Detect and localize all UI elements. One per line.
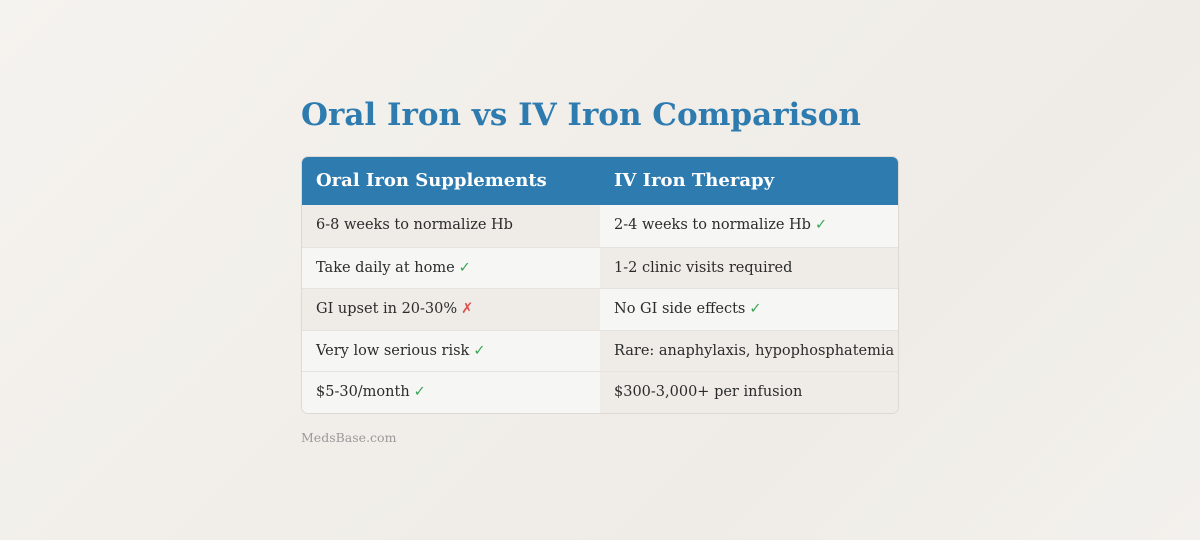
comparison-container: Oral Iron vs IV Iron Comparison Oral Iro… xyxy=(301,92,899,445)
cell-text: Very low serious risk xyxy=(316,342,470,359)
cell-oral-iron: 6-8 weeks to normalize Hb xyxy=(302,205,600,247)
cell-iv-iron: 2-4 weeks to normalize Hb ✓ xyxy=(600,205,898,247)
cell-text: Rare: anaphylaxis, hypophosphatemia xyxy=(614,342,895,359)
page-title: Oral Iron vs IV Iron Comparison xyxy=(301,97,861,133)
check-mark-icon: ✓ xyxy=(413,384,426,400)
cell-text: $5-30/month xyxy=(316,384,410,400)
source-footer: MedsBase.com xyxy=(301,429,397,445)
table-header: Oral Iron Supplements IV Iron Therapy xyxy=(302,157,898,205)
header-iv-iron: IV Iron Therapy xyxy=(614,170,775,191)
check-mark-icon: ✓ xyxy=(814,217,828,233)
cell-oral-iron: Very low serious risk ✓ xyxy=(302,329,600,371)
cell-text: 6-8 weeks to normalize Hb xyxy=(316,217,513,233)
cell-text: No GI side effects xyxy=(614,301,746,317)
cell-iv-iron: 1-2 clinic visits required xyxy=(600,246,898,288)
table-row: $5-30/month ✓ $300-3,000+ per infusion xyxy=(302,371,898,413)
cell-text: GI upset in 20-30% xyxy=(316,301,458,317)
comparison-table: Oral Iron Supplements IV Iron Therapy 6-… xyxy=(301,156,899,414)
cell-text: 2-4 weeks to normalize Hb xyxy=(614,217,811,233)
cell-iv-iron: Rare: anaphylaxis, hypophosphatemia xyxy=(600,329,898,371)
cell-text: Take daily at home xyxy=(316,259,455,276)
check-mark-icon: ✓ xyxy=(473,342,486,359)
table-row: Very low serious risk ✓ Rare: anaphylaxis… xyxy=(302,329,898,371)
check-mark-icon: ✓ xyxy=(458,259,471,276)
table-row: Take daily at home ✓ 1-2 clinic visits re… xyxy=(302,246,898,288)
cell-oral-iron: $5-30/month ✓ xyxy=(302,371,600,413)
cross-mark-icon: ✗ xyxy=(461,301,474,317)
cell-text: 1-2 clinic visits required xyxy=(614,259,793,276)
cell-iv-iron: No GI side effects ✓ xyxy=(600,288,898,330)
header-oral-iron: Oral Iron Supplements xyxy=(316,170,547,191)
table-row: 6-8 weeks to normalize Hb 2-4 weeks to n… xyxy=(302,205,898,247)
check-mark-icon: ✓ xyxy=(749,301,762,317)
cell-iv-iron: $300-3,000+ per infusion xyxy=(600,371,898,413)
cell-oral-iron: Take daily at home ✓ xyxy=(302,246,600,288)
cell-oral-iron: GI upset in 20-30% ✗ xyxy=(302,288,600,330)
table-row: GI upset in 20-30% ✗ No GI side effects ✓ xyxy=(302,288,898,330)
cell-text: $300-3,000+ per infusion xyxy=(614,384,803,400)
